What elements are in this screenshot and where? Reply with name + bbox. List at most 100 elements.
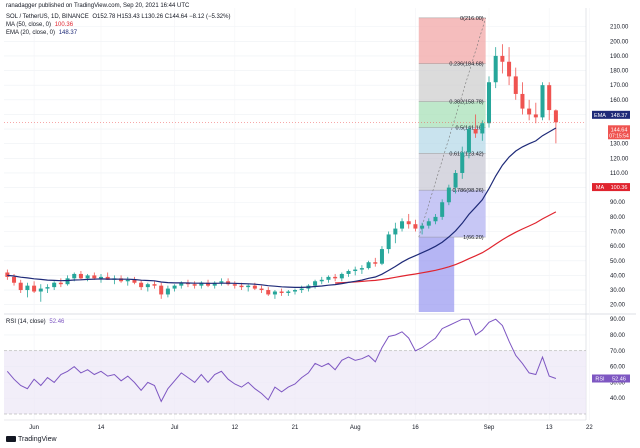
ma-legend-value: 100.36 [54, 22, 74, 28]
rsi-band [4, 350, 586, 414]
candle-body [139, 282, 144, 288]
candle-body [453, 172, 458, 188]
candle-body [547, 85, 552, 111]
rsi-line [6, 318, 557, 403]
candle-body [172, 285, 177, 289]
fib-band [418, 190, 486, 238]
candle-body [98, 276, 104, 279]
fib-band [418, 17, 486, 64]
candle-body [206, 282, 211, 286]
candle-body [473, 129, 478, 134]
candle-body [52, 282, 57, 288]
price-tick-label: 70.00 [610, 230, 626, 236]
last-price-box [608, 125, 630, 140]
candle-body [533, 114, 538, 118]
fib-band [418, 101, 486, 128]
candle-body [232, 284, 237, 286]
ma-legend-label: MA (50, close, 0) [6, 22, 52, 28]
ema-legend-value: 148.37 [58, 30, 78, 36]
candle-body [199, 282, 204, 286]
rsi-tag-label: RSI [595, 376, 605, 382]
rsi-legend: RSI (14, close) 52.46 [6, 319, 64, 325]
candle-body [152, 284, 157, 286]
fib-level-label: 0.236(184.68) [449, 62, 483, 68]
candle-body [272, 291, 277, 295]
candle-body [266, 290, 271, 295]
candle-body [192, 284, 197, 286]
price-tick-label: 50.00 [610, 259, 626, 265]
candle-body [466, 129, 471, 153]
fib-band [418, 153, 486, 191]
candle-body [400, 221, 405, 229]
candle-body [252, 285, 257, 289]
ma-tag [592, 183, 608, 192]
candle-body [165, 288, 170, 295]
candle-body [393, 228, 398, 235]
price-tick-label: 90.00 [610, 200, 626, 206]
fib-base-band [418, 237, 455, 312]
candle-body [212, 282, 217, 286]
candle-body [353, 269, 358, 272]
x-tick-label: Sep [484, 425, 495, 431]
rsi-last-value: 52.46 [612, 376, 626, 382]
candle-body [18, 282, 23, 291]
candle-body [25, 285, 30, 291]
footer-brand: TradingView [6, 436, 57, 443]
rsi-tick-label: 40.00 [610, 396, 626, 402]
candle-body [92, 275, 97, 279]
candle-body [145, 284, 150, 288]
price-tick-label: 170.00 [610, 83, 629, 89]
fib-band [418, 63, 486, 102]
price-tick-label: 200.00 [610, 39, 629, 45]
fib-level-label: 1(66.20) [463, 235, 484, 241]
footer-brand-text: TradingView [18, 436, 57, 443]
rsi-legend-value: 52.46 [49, 319, 65, 325]
candle-body [446, 187, 451, 203]
candle-body [132, 279, 137, 283]
candle-body [38, 288, 43, 292]
symbol-legend: SOL / TetherUS, 1D, BINANCE O152.78 H153… [6, 14, 230, 20]
candle-body [78, 273, 83, 279]
candle-body [359, 268, 364, 270]
candle-body [259, 288, 264, 291]
rsi-tick-label: 80.00 [610, 333, 626, 339]
price-tick-label: 160.00 [610, 98, 629, 104]
symbol-name: SOL / TetherUS, 1D, BINANCE [6, 14, 89, 20]
fib-level-label: 0.5(141.10) [456, 125, 484, 131]
x-tick-label: 14 [98, 425, 105, 431]
price-tick-label: 120.00 [610, 156, 629, 162]
rsi-legend-label: RSI (14, close) [6, 319, 46, 325]
candle-body [12, 276, 17, 283]
price-tick-label: 80.00 [610, 215, 626, 221]
candle-body [386, 234, 391, 250]
candle-body [58, 282, 63, 285]
x-tick-label: 12 [231, 425, 238, 431]
rsi-tick-label: 50.00 [610, 380, 626, 386]
x-tick-label: Aug [350, 425, 361, 431]
candle-body [299, 288, 304, 291]
candle-body [440, 202, 445, 217]
fib-level-label: 0.786(98.26) [452, 188, 483, 194]
x-tick-label: Jun [29, 425, 39, 431]
ema-tag-label: EMA [594, 113, 606, 119]
price-tick-label: 210.00 [610, 25, 629, 31]
candle-body [540, 85, 545, 118]
ema-legend: EMA (20, close, 0) 148.37 [6, 30, 77, 36]
ohlc-values: O152.78 H153.43 L130.26 C144.64 −8.12 (−… [92, 14, 231, 20]
candle-body [426, 221, 431, 226]
x-tick-label: 21 [292, 425, 299, 431]
price-tick-label: 40.00 [610, 273, 626, 279]
candle-body [45, 287, 50, 289]
price-tick-label: 30.00 [610, 288, 626, 294]
price-tick-label: 20.00 [610, 303, 626, 309]
price-tick-label: 110.00 [610, 171, 629, 177]
candle-body [313, 281, 318, 286]
candle-body [246, 285, 251, 288]
candle-body [319, 279, 324, 282]
x-tick-label: 16 [412, 425, 419, 431]
candle-body [159, 285, 164, 295]
candle-body [72, 273, 77, 279]
candle-body [366, 262, 371, 269]
ma50-line [335, 211, 557, 284]
